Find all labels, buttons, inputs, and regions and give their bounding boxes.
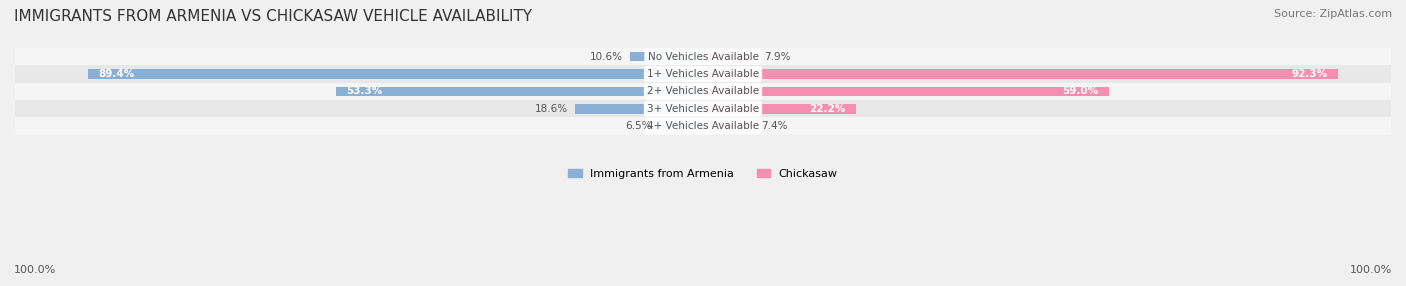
Text: 10.6%: 10.6% <box>591 52 623 61</box>
Text: 59.0%: 59.0% <box>1063 86 1098 96</box>
Bar <box>703 69 1339 79</box>
Text: No Vehicles Available: No Vehicles Available <box>648 52 758 61</box>
Bar <box>703 52 758 61</box>
Bar <box>15 118 1391 135</box>
Text: 7.9%: 7.9% <box>765 52 790 61</box>
Text: 7.4%: 7.4% <box>761 121 787 131</box>
Text: 92.3%: 92.3% <box>1292 69 1327 79</box>
Text: IMMIGRANTS FROM ARMENIA VS CHICKASAW VEHICLE AVAILABILITY: IMMIGRANTS FROM ARMENIA VS CHICKASAW VEH… <box>14 9 533 23</box>
Text: 22.2%: 22.2% <box>810 104 845 114</box>
Text: 18.6%: 18.6% <box>536 104 568 114</box>
Text: 89.4%: 89.4% <box>98 69 135 79</box>
Bar <box>630 52 703 61</box>
Text: 53.3%: 53.3% <box>347 86 382 96</box>
Text: 4+ Vehicles Available: 4+ Vehicles Available <box>647 121 759 131</box>
Bar <box>703 121 754 131</box>
Bar <box>15 48 1391 65</box>
Text: 100.0%: 100.0% <box>14 265 56 275</box>
Legend: Immigrants from Armenia, Chickasaw: Immigrants from Armenia, Chickasaw <box>564 164 842 183</box>
Bar <box>703 104 856 114</box>
Bar <box>15 83 1391 100</box>
Bar <box>658 121 703 131</box>
Text: 2+ Vehicles Available: 2+ Vehicles Available <box>647 86 759 96</box>
Bar <box>703 87 1109 96</box>
Text: Source: ZipAtlas.com: Source: ZipAtlas.com <box>1274 9 1392 19</box>
Bar <box>15 100 1391 118</box>
Bar <box>336 87 703 96</box>
Bar <box>15 65 1391 83</box>
Bar <box>575 104 703 114</box>
Bar <box>89 69 703 79</box>
Text: 100.0%: 100.0% <box>1350 265 1392 275</box>
Text: 6.5%: 6.5% <box>624 121 651 131</box>
Text: 1+ Vehicles Available: 1+ Vehicles Available <box>647 69 759 79</box>
Text: 3+ Vehicles Available: 3+ Vehicles Available <box>647 104 759 114</box>
